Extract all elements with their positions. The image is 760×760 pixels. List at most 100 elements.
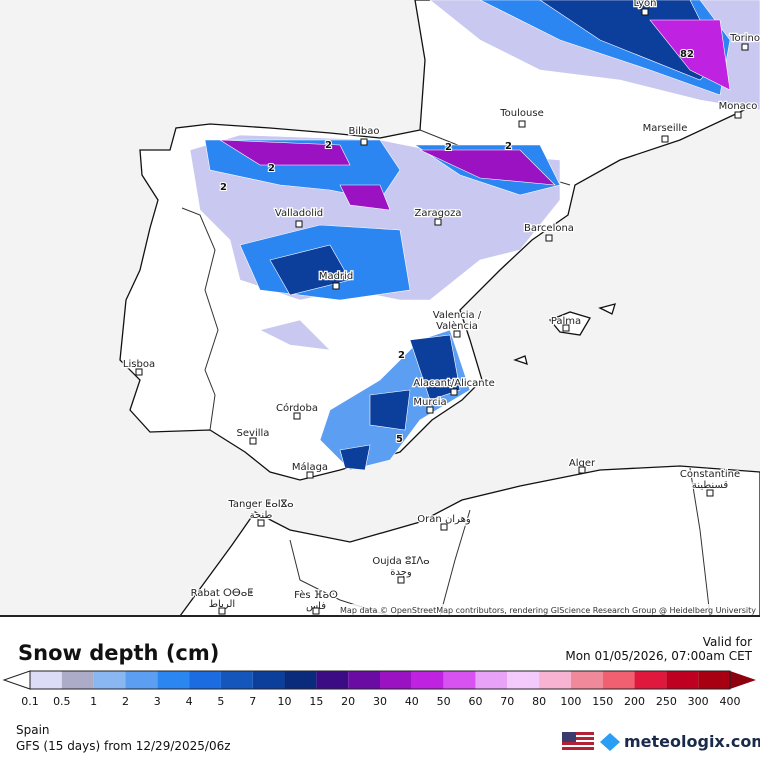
legend-swatch: [284, 671, 317, 689]
city-label: Zaragoza: [414, 208, 461, 219]
city-marker: [562, 324, 570, 332]
legend-label: 40: [405, 695, 419, 708]
legend-label: 250: [656, 695, 677, 708]
region: Spain: [16, 723, 50, 737]
city-marker: [312, 607, 320, 615]
city-marker: [450, 388, 458, 396]
city-label: طنجة: [250, 510, 273, 521]
legend-swatch: [220, 671, 253, 689]
legend-swatch: [666, 671, 699, 689]
legend-swatch: [157, 671, 190, 689]
legend-label: 3: [154, 695, 161, 708]
city-marker: [578, 466, 586, 474]
city-label: Toulouse: [499, 108, 543, 119]
city-label: Valencia /: [433, 310, 482, 321]
city-label: Alger: [569, 458, 596, 469]
legend-label: 70: [500, 695, 514, 708]
city-label: Bilbao: [348, 126, 379, 137]
legend-swatch: [30, 671, 62, 689]
brand[interactable]: meteologix.com: [624, 732, 760, 751]
city-marker: [295, 220, 303, 228]
legend-label: 60: [468, 695, 482, 708]
legend-swatch: [125, 671, 158, 689]
city-marker: [397, 576, 405, 584]
valid-label: Valid for: [703, 635, 752, 649]
legend-swatch: [93, 671, 126, 689]
city-label: Lisboa: [123, 359, 155, 370]
legend-swatch: [189, 671, 221, 689]
contour-label: 5: [396, 434, 403, 445]
city-label: قسنطينة: [692, 480, 729, 491]
legend-swatch: [570, 671, 603, 689]
legend-swatch: [507, 671, 540, 689]
legend-swatch: [61, 671, 94, 689]
city-label: Oran وهران: [417, 514, 471, 525]
city-label: فاس: [306, 601, 326, 612]
contour-label: 2: [268, 163, 275, 174]
legend-label: 50: [437, 695, 451, 708]
city-marker: [518, 120, 526, 128]
city-label: Alacant/Alicante: [413, 378, 494, 389]
city-label: Fès ⴼⴰⵙ: [294, 589, 338, 601]
city-marker: [249, 437, 257, 445]
city-marker: [453, 330, 461, 338]
legend-swatch: [348, 671, 380, 689]
legend-swatch: [634, 671, 667, 689]
legend-swatch: [411, 671, 444, 689]
contour-label: 2: [398, 350, 405, 361]
legend-label: 1: [90, 695, 97, 708]
legend-label: 7: [249, 695, 256, 708]
city-label: València: [436, 320, 478, 332]
legend-swatch: [539, 671, 571, 689]
city-label: Torino: [729, 33, 760, 44]
city-label: Constantine: [680, 469, 740, 480]
attribution: Map data © OpenStreetMap contributors, r…: [340, 606, 756, 615]
brand-logo: [600, 733, 620, 751]
city-label: Málaga: [292, 461, 328, 473]
valid-time: Mon 01/05/2026, 07:00am CET: [565, 649, 752, 663]
legend-label: 200: [624, 695, 645, 708]
legend-label: 10: [278, 695, 292, 708]
contour-label: 82: [680, 49, 694, 60]
city-label: الرباط: [209, 599, 235, 610]
legend-label: 5: [217, 695, 224, 708]
legend-label: 4: [186, 695, 193, 708]
legend-swatch: [698, 671, 730, 689]
city-marker: [434, 218, 442, 226]
legend-label: 150: [592, 695, 613, 708]
contour-label: 2: [220, 182, 227, 193]
city-marker: [661, 135, 669, 143]
city-label: Palma: [551, 316, 581, 327]
city-label: Murcia: [413, 397, 446, 408]
legend-label: 0.5: [53, 695, 71, 708]
model-run: GFS (15 days) from 12/29/2025/06z: [16, 739, 231, 753]
legend-swatch: [380, 671, 412, 689]
city-marker: [641, 8, 649, 16]
city-label: وجدة: [390, 567, 412, 578]
city-label: Lyon: [633, 0, 656, 9]
city-marker: [734, 111, 742, 119]
legend-title: Snow depth (cm): [18, 641, 219, 665]
legend-label: 30: [373, 695, 387, 708]
legend-swatch: [602, 671, 635, 689]
city-marker: [440, 523, 448, 531]
contour-label: 2: [445, 142, 452, 153]
city-label: Sevilla: [237, 428, 270, 439]
legend-label: 400: [720, 695, 741, 708]
city-marker: [426, 406, 434, 414]
city-marker: [741, 43, 749, 51]
city-marker: [257, 519, 265, 527]
city-label: Barcelona: [524, 223, 574, 234]
city-marker: [306, 471, 314, 479]
city-label: Monaco: [719, 101, 758, 112]
legend-label: 80: [532, 695, 546, 708]
city-label: Marseille: [643, 123, 688, 134]
city-marker: [706, 489, 714, 497]
contour-label: 2: [505, 141, 512, 152]
city-marker: [218, 607, 226, 615]
legend-swatch: [475, 671, 508, 689]
snow: [189, 0, 760, 471]
attribution-bg: [337, 604, 758, 616]
